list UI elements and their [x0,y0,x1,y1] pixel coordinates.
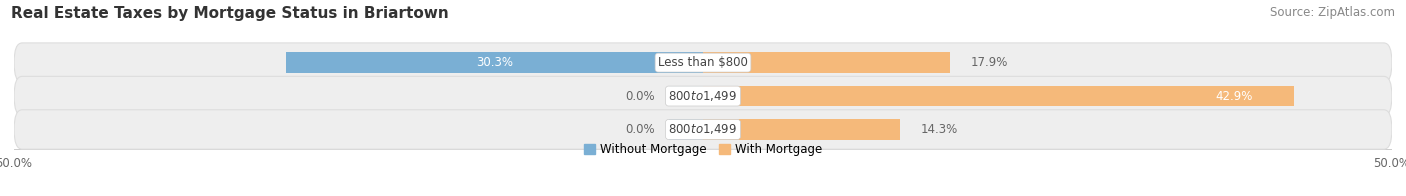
Text: 17.9%: 17.9% [970,56,1008,69]
Bar [703,86,1294,106]
Text: 30.3%: 30.3% [475,56,513,69]
FancyBboxPatch shape [14,43,1392,82]
Text: 0.0%: 0.0% [626,90,655,103]
Text: 14.3%: 14.3% [921,123,957,136]
Text: 42.9%: 42.9% [1215,90,1253,103]
Text: $800 to $1,499: $800 to $1,499 [668,89,738,103]
Bar [703,119,900,140]
Text: $800 to $1,499: $800 to $1,499 [668,122,738,136]
Text: Real Estate Taxes by Mortgage Status in Briartown: Real Estate Taxes by Mortgage Status in … [11,6,449,21]
Bar [285,52,703,73]
Text: 0.0%: 0.0% [626,123,655,136]
FancyBboxPatch shape [14,76,1392,116]
Bar [669,119,703,140]
Text: Less than $800: Less than $800 [658,56,748,69]
Text: Source: ZipAtlas.com: Source: ZipAtlas.com [1270,6,1395,19]
Legend: Without Mortgage, With Mortgage: Without Mortgage, With Mortgage [583,143,823,156]
Bar [703,52,949,73]
Bar [669,86,703,106]
FancyBboxPatch shape [14,110,1392,149]
